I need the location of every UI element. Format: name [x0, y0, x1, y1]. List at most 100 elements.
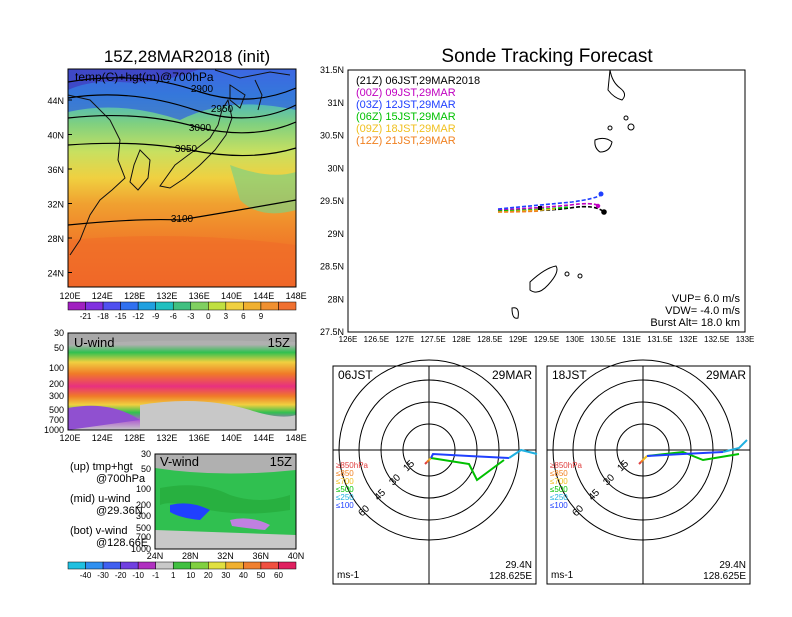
temp-colorbar-cell	[225, 301, 244, 311]
contour-label: 2950	[211, 104, 234, 115]
tracking-lat-tick: 30.5N	[320, 131, 344, 141]
tracking-lon-tick: 129E	[509, 335, 528, 344]
wind-colorbar-label: -30	[97, 571, 109, 580]
wind-colorbar-cell	[102, 561, 121, 570]
tracking-lon-tick: 126E	[339, 335, 358, 344]
hodo-level-label: ≤700	[550, 477, 568, 486]
temp-colorbar-label: -21	[80, 312, 92, 321]
map-field-label: temp(C)+hgt(m)@700hPa	[75, 70, 214, 84]
map-lon-tick: 132E	[156, 291, 177, 301]
tracking-lon-tick: 131.5E	[647, 335, 672, 344]
tracking-legend: (21Z) 06JST,29MAR2018(00Z) 09JST,29MAR(0…	[356, 75, 480, 147]
vwind-p-tick: 50	[141, 464, 151, 474]
tracking-lat-tick: 31N	[327, 98, 344, 108]
hodo-trace	[640, 459, 644, 463]
tracking-lat-ticks: 31.5N 31N 30.5N 30N 29.5N 29N 28.5N 28N 27.5N	[320, 65, 344, 337]
temp-colorbar-cell	[260, 301, 279, 311]
wind-colorbar-label: -10	[132, 571, 144, 580]
tracking-title: Sonde Tracking Forecast	[441, 46, 653, 67]
hodograph-right: 18JST 29MAR≥850hPa≤850≤700≤500≤250≤100153…	[546, 359, 751, 585]
vwind-p-tick: 100	[136, 484, 151, 494]
map-lat-tick: 32N	[47, 200, 64, 210]
uwind-label: U-wind	[74, 335, 114, 350]
temp-colorbar-cell	[278, 301, 297, 311]
uwind-p-tick: 200	[49, 379, 64, 389]
wind-colorbar-cell	[120, 561, 139, 570]
wind-colorbar-cell	[260, 561, 279, 570]
contour-label: 3100	[171, 214, 194, 225]
uwind-lon-tick: 144E	[253, 433, 274, 443]
burst-altitude: Burst Alt= 18.0 km	[650, 317, 740, 329]
vup-value: VUP= 6.0 m/s	[672, 293, 741, 305]
vwind-p-tick: 200	[136, 500, 151, 510]
vdw-value: VDW= -4.0 m/s	[665, 305, 740, 317]
sonde-track	[497, 202, 601, 211]
wind-colorbar-cell	[67, 561, 86, 570]
tracking-lon-tick: 128.5E	[477, 335, 502, 344]
wind-colorbar: -40 -30 -20 -10 -1 1 10 20 30 40 50 60	[67, 561, 297, 580]
uwind-time: 15Z	[268, 335, 290, 350]
hodograph-left: 06JST 29MAR≥850hPa≤850≤700≤500≤250≤100153…	[332, 359, 538, 585]
temp-colorbar-label: 9	[259, 312, 264, 321]
hodo-trace	[424, 461, 428, 465]
temp-colorbar-cell	[137, 301, 156, 311]
wind-colorbar-label: -1	[152, 571, 160, 580]
contour-label: 3000	[189, 123, 212, 134]
sonde-track	[497, 210, 541, 213]
uwind-p-tick: 1000	[44, 425, 64, 435]
hodo-trace	[428, 457, 432, 461]
tracking-legend-item: (21Z) 06JST,29MAR2018	[356, 75, 480, 87]
wind-colorbar-cell	[208, 561, 227, 570]
wind-colorbar-label: 30	[221, 571, 230, 580]
wind-colorbar-label: 50	[256, 571, 265, 580]
uwind-p-tick: 700	[49, 415, 64, 425]
hodo-unit: ms-1	[337, 570, 360, 581]
uwind-p-tick: 300	[49, 391, 64, 401]
sonde-track	[497, 208, 556, 213]
hodo-date: 29MAR	[706, 368, 746, 382]
temp-colorbar-cell	[172, 301, 192, 311]
wind-colorbar-cell	[243, 561, 262, 570]
tracking-lon-tick: 126.5E	[364, 335, 389, 344]
map-lon-tick: 124E	[92, 291, 113, 301]
uwind-p-tick: 50	[54, 343, 64, 353]
hodo-time: 06JST	[338, 368, 373, 382]
hodo-level-label: ≤100	[550, 501, 568, 510]
vwind-p-tick: 1000	[131, 544, 151, 554]
hodo-level-label: ≤100	[336, 501, 354, 510]
temp-colorbar-cell	[120, 301, 139, 311]
hodo-level-label: ≤500	[336, 485, 354, 494]
hodo-level-label: ≤250	[336, 493, 354, 502]
vwind-p-tick: 30	[141, 449, 151, 459]
tracking-lat-tick: 30N	[327, 163, 344, 173]
desc-mid2: @29.36N	[96, 505, 143, 517]
vwind-lat-tick: 24N	[147, 551, 164, 561]
vwind-p-tick: 300	[136, 511, 151, 521]
vwind-p-tick: 500	[136, 523, 151, 533]
uwind-p-tick: 30	[54, 328, 64, 338]
wind-colorbar-cell	[137, 561, 156, 570]
hodo-unit: ms-1	[551, 570, 574, 581]
hodo-time: 18JST	[552, 368, 587, 382]
temp-colorbar-label: 6	[241, 312, 246, 321]
uwind-lon-tick: 148E	[286, 433, 307, 443]
map-title: 15Z,28MAR2018 (init)	[104, 47, 270, 66]
vwind-label: V-wind	[160, 454, 199, 469]
tracking-legend-item: (00Z) 09JST,29MAR	[356, 87, 456, 99]
uwind-lon-tick: 136E	[189, 433, 210, 443]
uwind-section	[67, 332, 297, 431]
temp-colorbar-cell	[243, 301, 262, 311]
tracking-legend-item: (03Z) 12JST,29MAR	[356, 99, 456, 111]
tracking-lon-tick: 129.5E	[534, 335, 559, 344]
desc-up: (up) tmp+hgt	[70, 461, 133, 473]
temperature-colorbar: -21 -18 -15 -12 -9 -6 -3 0 3 6 9	[67, 301, 297, 321]
track-end-marker	[598, 191, 604, 197]
wind-colorbar-label: 10	[186, 571, 195, 580]
map-contour-labels: 2900 2950 3000 3050 3100	[171, 84, 234, 225]
uwind-lon-tick: 132E	[156, 433, 177, 443]
wind-colorbar-label: -40	[80, 571, 92, 580]
hodo-level-label: ≤500	[550, 485, 568, 494]
track-marker	[538, 206, 542, 210]
